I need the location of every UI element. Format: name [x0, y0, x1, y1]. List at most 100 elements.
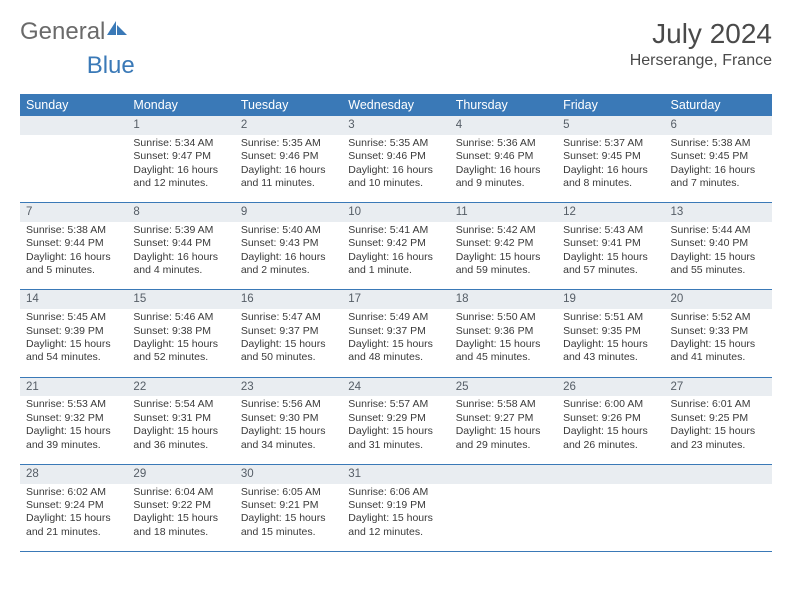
daylight-text-1: Daylight: 15 hours [671, 251, 766, 264]
daylight-text-1: Daylight: 16 hours [133, 164, 228, 177]
sunset-text: Sunset: 9:39 PM [26, 325, 121, 338]
day-number-cell: 18 [450, 290, 557, 309]
sunset-text: Sunset: 9:32 PM [26, 412, 121, 425]
daylight-text-1: Daylight: 16 hours [133, 251, 228, 264]
sunrise-text: Sunrise: 6:02 AM [26, 486, 121, 499]
sunrise-text: Sunrise: 5:50 AM [456, 311, 551, 324]
day-number-cell: 8 [127, 203, 234, 222]
sunrise-text: Sunrise: 5:51 AM [563, 311, 658, 324]
day-number-cell: 13 [665, 203, 772, 222]
daylight-text-2: and 39 minutes. [26, 439, 121, 452]
day-number-cell [557, 464, 664, 483]
daylight-text-2: and 31 minutes. [348, 439, 443, 452]
day-number-cell: 5 [557, 116, 664, 135]
day-number-cell: 30 [235, 464, 342, 483]
day-number-cell: 17 [342, 290, 449, 309]
sunrise-text: Sunrise: 5:44 AM [671, 224, 766, 237]
sunrise-text: Sunrise: 5:38 AM [671, 137, 766, 150]
week-content-row: Sunrise: 6:02 AMSunset: 9:24 PMDaylight:… [20, 484, 772, 552]
sunset-text: Sunset: 9:30 PM [241, 412, 336, 425]
calendar-header-row: Sunday Monday Tuesday Wednesday Thursday… [20, 94, 772, 116]
day-header: Monday [127, 94, 234, 116]
day-number-cell: 7 [20, 203, 127, 222]
sunrise-text: Sunrise: 5:49 AM [348, 311, 443, 324]
sunrise-text: Sunrise: 5:41 AM [348, 224, 443, 237]
sunset-text: Sunset: 9:22 PM [133, 499, 228, 512]
day-content-cell [665, 484, 772, 552]
day-number-cell: 12 [557, 203, 664, 222]
day-header: Wednesday [342, 94, 449, 116]
day-content-cell: Sunrise: 5:51 AMSunset: 9:35 PMDaylight:… [557, 309, 664, 377]
daylight-text-2: and 15 minutes. [241, 526, 336, 539]
daylight-text-2: and 45 minutes. [456, 351, 551, 364]
sunset-text: Sunset: 9:31 PM [133, 412, 228, 425]
daylight-text-2: and 59 minutes. [456, 264, 551, 277]
day-number-cell: 23 [235, 377, 342, 396]
daylight-text-1: Daylight: 16 hours [348, 164, 443, 177]
sunset-text: Sunset: 9:38 PM [133, 325, 228, 338]
sunset-text: Sunset: 9:40 PM [671, 237, 766, 250]
day-content-cell: Sunrise: 6:04 AMSunset: 9:22 PMDaylight:… [127, 484, 234, 552]
sunset-text: Sunset: 9:21 PM [241, 499, 336, 512]
sunset-text: Sunset: 9:46 PM [348, 150, 443, 163]
week-content-row: Sunrise: 5:45 AMSunset: 9:39 PMDaylight:… [20, 309, 772, 377]
day-number-cell: 31 [342, 464, 449, 483]
week-content-row: Sunrise: 5:34 AMSunset: 9:47 PMDaylight:… [20, 135, 772, 203]
triangle-icon [117, 25, 127, 35]
sunrise-text: Sunrise: 6:04 AM [133, 486, 228, 499]
sunset-text: Sunset: 9:19 PM [348, 499, 443, 512]
sunset-text: Sunset: 9:29 PM [348, 412, 443, 425]
day-header: Thursday [450, 94, 557, 116]
sunrise-text: Sunrise: 5:53 AM [26, 398, 121, 411]
day-content-cell [20, 135, 127, 203]
day-content-cell: Sunrise: 5:34 AMSunset: 9:47 PMDaylight:… [127, 135, 234, 203]
day-content-cell: Sunrise: 5:50 AMSunset: 9:36 PMDaylight:… [450, 309, 557, 377]
day-content-cell [450, 484, 557, 552]
week-daynum-row: 123456 [20, 116, 772, 135]
day-content-cell: Sunrise: 5:56 AMSunset: 9:30 PMDaylight:… [235, 396, 342, 464]
daylight-text-2: and 55 minutes. [671, 264, 766, 277]
sunrise-text: Sunrise: 5:58 AM [456, 398, 551, 411]
day-content-cell: Sunrise: 5:52 AMSunset: 9:33 PMDaylight:… [665, 309, 772, 377]
day-content-cell: Sunrise: 5:54 AMSunset: 9:31 PMDaylight:… [127, 396, 234, 464]
day-content-cell: Sunrise: 5:49 AMSunset: 9:37 PMDaylight:… [342, 309, 449, 377]
day-content-cell: Sunrise: 5:58 AMSunset: 9:27 PMDaylight:… [450, 396, 557, 464]
day-number-cell [665, 464, 772, 483]
day-number-cell: 19 [557, 290, 664, 309]
day-content-cell: Sunrise: 5:57 AMSunset: 9:29 PMDaylight:… [342, 396, 449, 464]
sunrise-text: Sunrise: 5:43 AM [563, 224, 658, 237]
daylight-text-2: and 41 minutes. [671, 351, 766, 364]
sunset-text: Sunset: 9:37 PM [348, 325, 443, 338]
page-title: July 2024 [630, 18, 772, 50]
daylight-text-2: and 23 minutes. [671, 439, 766, 452]
title-block: July 2024 Herserange, France [630, 18, 772, 70]
day-number-cell [20, 116, 127, 135]
daylight-text-2: and 52 minutes. [133, 351, 228, 364]
day-header: Sunday [20, 94, 127, 116]
sunrise-text: Sunrise: 5:39 AM [133, 224, 228, 237]
daylight-text-1: Daylight: 15 hours [456, 251, 551, 264]
sunrise-text: Sunrise: 5:35 AM [348, 137, 443, 150]
daylight-text-1: Daylight: 15 hours [241, 512, 336, 525]
week-content-row: Sunrise: 5:38 AMSunset: 9:44 PMDaylight:… [20, 222, 772, 290]
day-header: Friday [557, 94, 664, 116]
day-number-cell: 10 [342, 203, 449, 222]
daylight-text-1: Daylight: 15 hours [26, 338, 121, 351]
daylight-text-1: Daylight: 15 hours [241, 425, 336, 438]
sunrise-text: Sunrise: 5:46 AM [133, 311, 228, 324]
day-number-cell: 3 [342, 116, 449, 135]
day-content-cell: Sunrise: 5:46 AMSunset: 9:38 PMDaylight:… [127, 309, 234, 377]
daylight-text-1: Daylight: 15 hours [348, 512, 443, 525]
location-label: Herserange, France [630, 52, 772, 70]
sunrise-text: Sunrise: 5:36 AM [456, 137, 551, 150]
day-content-cell: Sunrise: 5:42 AMSunset: 9:42 PMDaylight:… [450, 222, 557, 290]
daylight-text-1: Daylight: 15 hours [671, 425, 766, 438]
daylight-text-2: and 26 minutes. [563, 439, 658, 452]
sunset-text: Sunset: 9:45 PM [563, 150, 658, 163]
day-content-cell: Sunrise: 5:47 AMSunset: 9:37 PMDaylight:… [235, 309, 342, 377]
day-number-cell: 26 [557, 377, 664, 396]
sunrise-text: Sunrise: 5:42 AM [456, 224, 551, 237]
sunset-text: Sunset: 9:42 PM [456, 237, 551, 250]
daylight-text-2: and 36 minutes. [133, 439, 228, 452]
sunset-text: Sunset: 9:36 PM [456, 325, 551, 338]
